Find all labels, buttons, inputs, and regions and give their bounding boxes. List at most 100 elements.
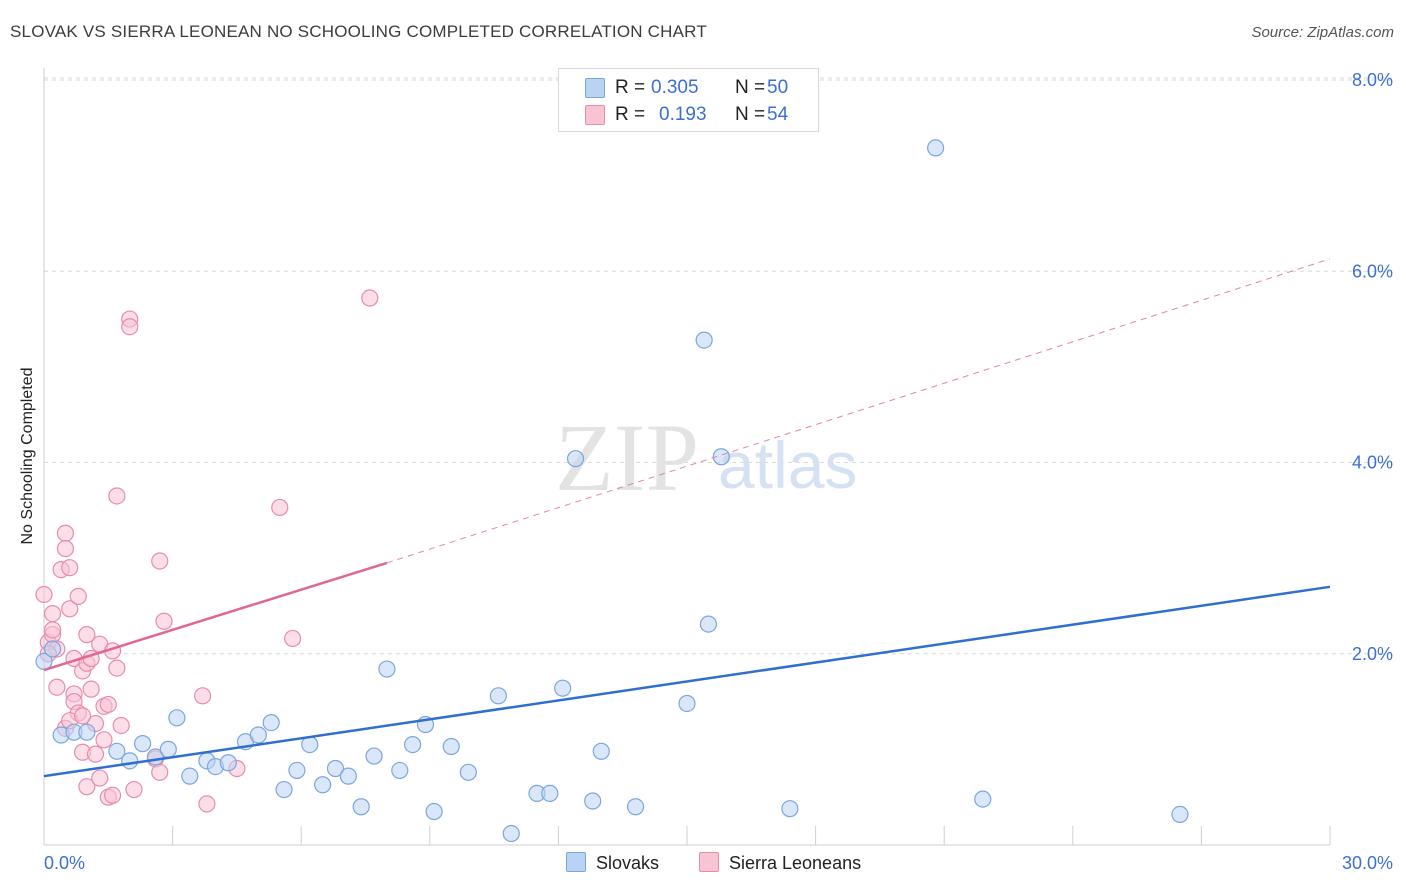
sierra-leonean-point [61, 559, 79, 577]
slovak-point [219, 754, 237, 772]
gridlines [44, 77, 1392, 655]
slovak-point [108, 742, 126, 760]
legend-n-value: 54 [767, 104, 789, 125]
legend-n-value: 50 [767, 77, 789, 98]
y-tick-label: 6.0% [1352, 261, 1393, 281]
slovak-point [927, 139, 945, 157]
slovak-point [425, 802, 443, 821]
sierra-trend-line [43, 561, 388, 672]
sierra-leonean-point [78, 626, 96, 644]
slovak-point [275, 780, 293, 799]
sierra-leonean-point [35, 585, 53, 604]
sierra-leonean-point [56, 524, 75, 542]
sierra-leonean-point [121, 318, 139, 336]
sierra-leonean-point [194, 687, 212, 705]
slovak-point [699, 615, 718, 633]
trend-lines [43, 258, 1331, 778]
sierra-leonean-point [91, 769, 109, 787]
legend-n-label: N = [735, 77, 766, 98]
legend-swatch-blue [585, 78, 605, 98]
slovak-point [365, 747, 383, 765]
slovak-point [378, 660, 396, 678]
bottom-legend-label-sierra: Sierra Leoneans [729, 853, 862, 873]
sierra-leonean-point [61, 600, 79, 618]
sierra-leonean-point [48, 678, 66, 696]
axes [43, 68, 1331, 846]
slovak-point [712, 448, 730, 466]
bottom-legend-slovaks: Slovaks [566, 852, 659, 874]
slovak-point [159, 740, 177, 758]
sierra-leonean-point [99, 695, 117, 714]
slovak-point [43, 640, 62, 658]
slovak-point [391, 761, 409, 780]
slovak-point [541, 784, 559, 802]
slovak-point [288, 761, 306, 780]
slovak-point [974, 790, 992, 808]
sierra-leonean-point [271, 498, 289, 517]
legend-r-value: 0.305 [651, 77, 699, 98]
bottom-legend-swatch-pink [699, 852, 719, 872]
sierra-leonean-point [125, 780, 143, 799]
slovak-point [168, 709, 186, 727]
sierra-leonean-point [56, 539, 75, 558]
chart-title: SLOVAK VS SIERRA LEONEAN NO SCHOOLING CO… [10, 22, 707, 41]
sierra-leonean-point [198, 795, 216, 813]
slovak-point [678, 694, 696, 713]
sierra-leonean-point [78, 778, 96, 796]
correlation-legend: R = 0.305 N = 50 R = 0.193 N = 54 [558, 68, 819, 132]
legend-r-label: R = [615, 77, 646, 98]
slovak-point [326, 759, 345, 778]
slovak-point [459, 763, 477, 781]
slovak-point [314, 776, 332, 794]
source-credit: Source: ZipAtlas.com [1251, 24, 1394, 41]
sierra-leonean-point [361, 289, 379, 307]
slovak-trend-line [43, 585, 1331, 778]
sierra-leonean-point [43, 621, 62, 639]
slovak-point [781, 800, 799, 818]
slovak-point [339, 767, 357, 785]
slovak-point [626, 798, 645, 816]
legend-r-label: R = [615, 104, 646, 125]
y-tick-label: 2.0% [1352, 644, 1393, 664]
sierra-leonean-point [155, 612, 173, 630]
bottom-legend-swatch-blue [566, 852, 586, 872]
slovak-point [181, 767, 199, 785]
sierra-leonean-point [151, 763, 169, 781]
slovak-point [442, 737, 460, 756]
sierra-leonean-point [284, 629, 302, 648]
slovak-point [262, 713, 280, 732]
legend-swatch-pink [585, 105, 605, 125]
watermark-atlas: atlas [718, 428, 857, 502]
slovak-point [695, 331, 713, 349]
sierra-leonean-point [108, 487, 126, 505]
slovak-point [78, 723, 96, 741]
legend-r-value: 0.193 [659, 104, 707, 125]
slovak-point [121, 752, 139, 770]
sierra-leonean-point [112, 716, 130, 735]
sierra-leonean-point [86, 745, 105, 763]
x-tick-label: 30.0% [1342, 853, 1393, 873]
slovak-point [352, 798, 370, 816]
sierra-leonean-point [151, 552, 169, 570]
slovak-point [249, 726, 267, 744]
watermark: ZIP atlas [555, 404, 857, 511]
sierra-leonean-point [43, 604, 62, 623]
slovak-point [404, 735, 422, 754]
slovak-point [566, 450, 585, 468]
bottom-legend-sierra: Sierra Leoneans [699, 852, 861, 874]
sierra-leonean-point [69, 587, 87, 605]
slovak-point [584, 792, 602, 810]
y-tick-label: 8.0% [1352, 70, 1393, 90]
slovak-point [133, 735, 152, 753]
tick-labels: 2.0% 4.0% 6.0% 8.0% 0.0% 30.0% [44, 70, 1393, 873]
slovak-point [502, 824, 520, 843]
sierra-leonean-point [82, 680, 100, 698]
sierra-leonean-point [103, 786, 122, 804]
slovak-point [489, 687, 507, 705]
slovak-point [1171, 805, 1189, 824]
legend-n-label: N = [735, 104, 766, 125]
slovak-point [592, 742, 610, 760]
sierra-leonean-point [73, 707, 92, 725]
bottom-legend-label-slovaks: Slovaks [596, 853, 660, 873]
